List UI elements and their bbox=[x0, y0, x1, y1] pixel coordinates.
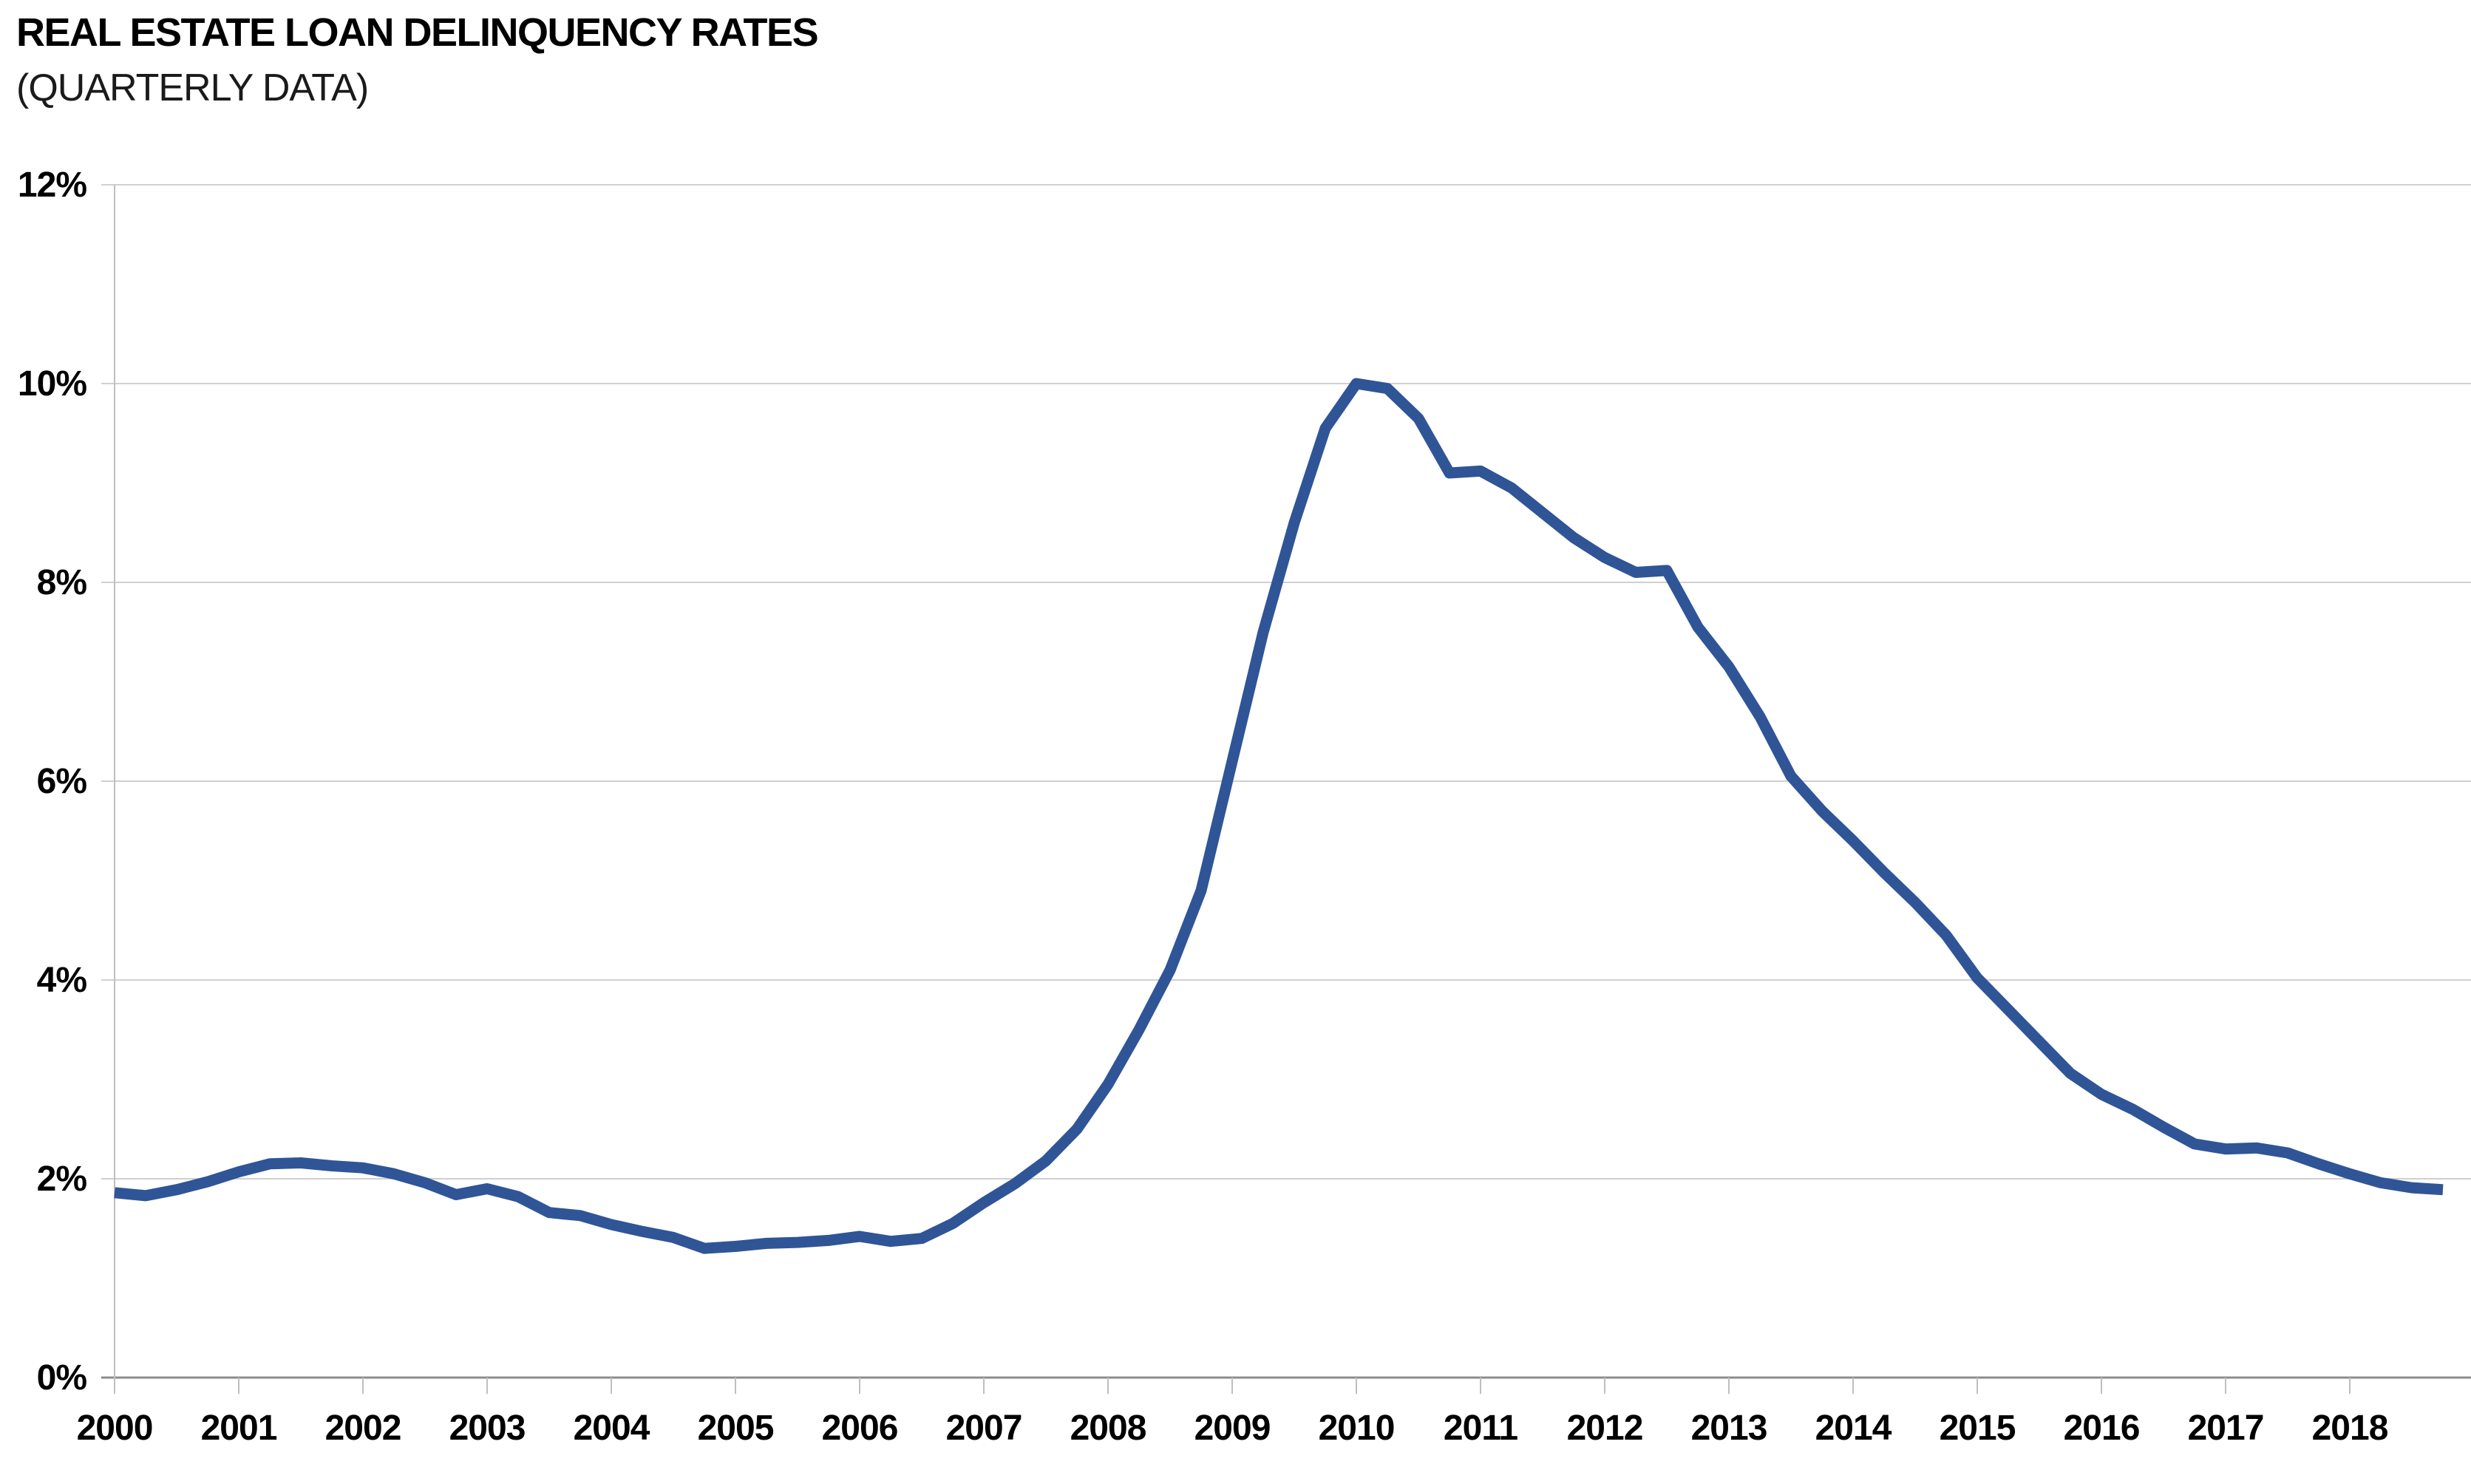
y-axis-tick-label: 10% bbox=[18, 364, 86, 404]
y-axis-tick-label: 8% bbox=[37, 563, 87, 602]
x-axis-tick-label: 2010 bbox=[1319, 1409, 1395, 1448]
chart-title: REAL ESTATE LOAN DELINQUENCY RATES bbox=[16, 10, 818, 55]
x-axis-tick-label: 2009 bbox=[1194, 1409, 1271, 1448]
y-axis-tick-label: 4% bbox=[37, 961, 87, 1000]
gridlines bbox=[101, 184, 2471, 1180]
x-axis-tick-label: 2000 bbox=[77, 1409, 153, 1448]
axes bbox=[101, 185, 2471, 1394]
x-axis-tick-label: 2013 bbox=[1691, 1409, 1767, 1448]
y-axis-tick-label: 2% bbox=[37, 1160, 87, 1199]
x-axis-tick-label: 2003 bbox=[449, 1409, 526, 1448]
y-axis-tick-label: 12% bbox=[18, 166, 86, 205]
x-axis-tick-label: 2007 bbox=[946, 1409, 1022, 1448]
delinquency-rate-line bbox=[114, 378, 2444, 1254]
x-axis-tick-label: 2002 bbox=[325, 1409, 401, 1448]
x-axis-tick-label: 2018 bbox=[2312, 1409, 2388, 1448]
x-axis-tick-label: 2004 bbox=[574, 1409, 650, 1448]
y-axis-tick-label: 0% bbox=[37, 1358, 87, 1398]
axis-labels: 0% 2% 4% 6% 8% 10% 12% 2000 2001 2002 2003 2004 2005… bbox=[18, 166, 2389, 1448]
x-axis-tick-label: 2011 bbox=[1444, 1409, 1517, 1448]
data-series-line bbox=[114, 378, 2444, 1254]
x-axis-tick-label: 2015 bbox=[1940, 1409, 2016, 1448]
x-axis-tick-label: 2005 bbox=[698, 1409, 774, 1448]
x-axis-tick-label: 2017 bbox=[2188, 1409, 2264, 1448]
x-axis-tick-label: 2012 bbox=[1567, 1409, 1643, 1448]
x-axis-tick-label: 2001 bbox=[201, 1409, 277, 1448]
chart-subtitle: (QUARTERLY DATA) bbox=[16, 67, 368, 109]
x-axis-tick-label: 2006 bbox=[822, 1409, 898, 1448]
x-axis-tick-label: 2008 bbox=[1070, 1409, 1146, 1448]
x-axis-tick-label: 2016 bbox=[2064, 1409, 2140, 1448]
y-axis-tick-label: 6% bbox=[37, 762, 87, 801]
x-axis-tick-label: 2014 bbox=[1815, 1409, 1892, 1448]
